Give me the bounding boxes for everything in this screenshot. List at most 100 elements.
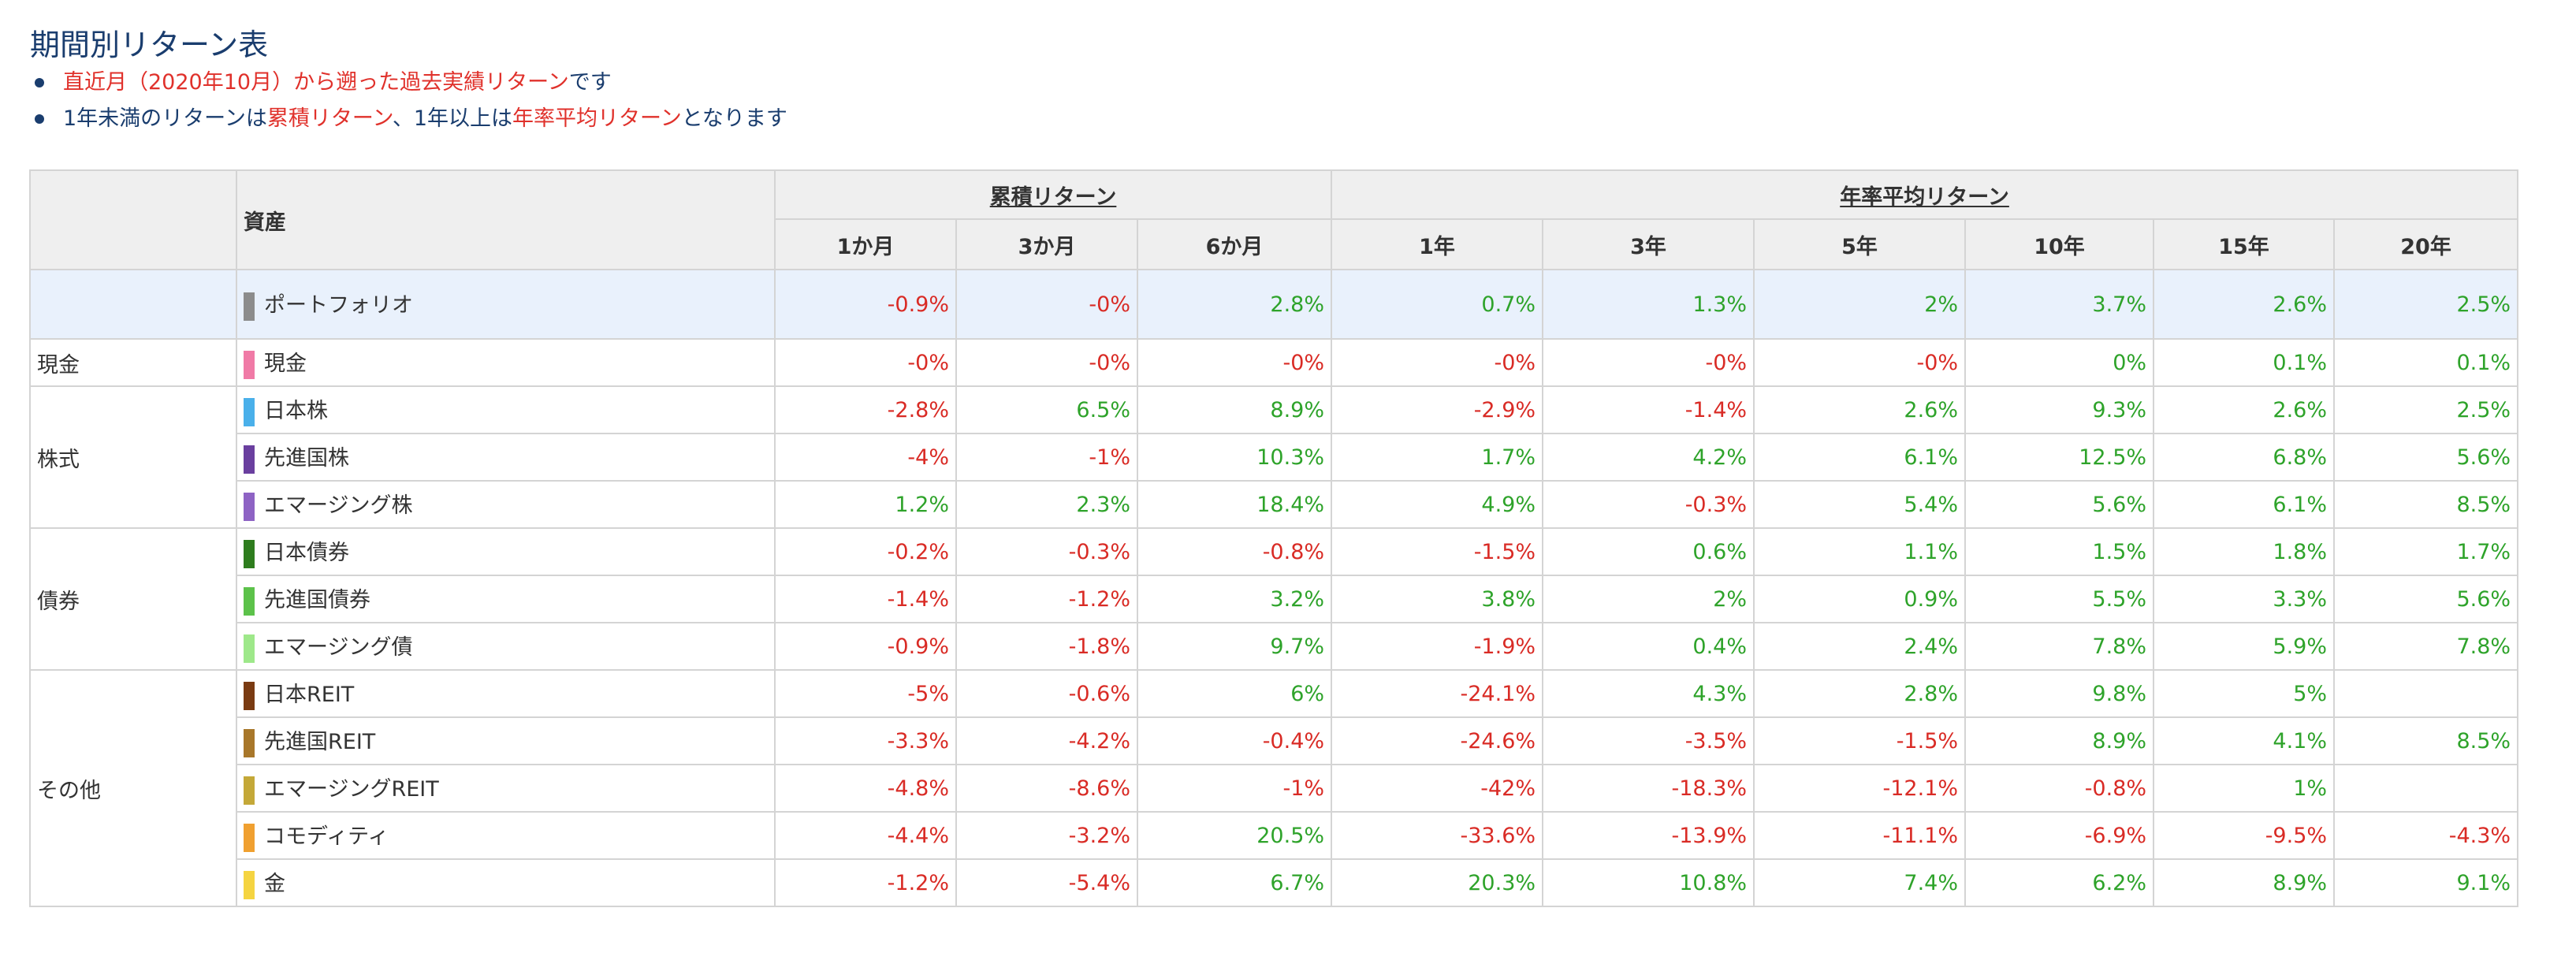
return-value: 3.8% — [1331, 575, 1544, 623]
return-value: -0.4% — [1136, 716, 1333, 765]
return-value: -1% — [1136, 764, 1333, 813]
table-row: コモディティ -4.4% -3.2% 20.5% -33.6% -13.9% -11.1% -… — [30, 811, 2519, 860]
return-value: -1.8% — [955, 622, 1138, 671]
group-header: 累積リターン — [773, 169, 1333, 220]
notes-list: 直近月（2020年10月）から遡った過去実績リターンです 1年未満のリターンは累積… — [30, 65, 787, 137]
return-value: 3.3% — [2153, 575, 2336, 623]
asset-name: 日本債券 — [264, 541, 349, 566]
color-swatch-icon — [244, 823, 255, 852]
color-swatch-icon — [244, 492, 255, 521]
note-item: 直近月（2020年10月）から遡った過去実績リターンです — [30, 65, 787, 101]
color-swatch-icon — [244, 728, 255, 757]
return-value: -0% — [1136, 338, 1333, 387]
period-header: 3年 — [1542, 218, 1755, 270]
return-value: 4.1% — [2153, 716, 2336, 765]
return-value: 3.2% — [1136, 575, 1333, 623]
return-value: 9.1% — [2333, 858, 2519, 907]
return-value: 1.7% — [1331, 433, 1544, 482]
return-value: 5.4% — [1753, 480, 1967, 529]
return-value: -5% — [774, 669, 957, 718]
asset-name-cell: 日本REIT — [236, 669, 776, 718]
return-value: 1.5% — [1964, 527, 2155, 576]
asset-name: ポートフォリオ — [264, 293, 413, 318]
return-value: 7.8% — [2333, 622, 2519, 671]
return-value: -0.6% — [955, 669, 1138, 718]
return-value: 0.4% — [1542, 622, 1755, 671]
color-swatch-icon — [244, 292, 255, 321]
return-value: -1.5% — [1331, 527, 1544, 576]
asset-name: 先進国REIT — [264, 730, 376, 755]
return-value: 4.3% — [1542, 669, 1755, 718]
note-text: です — [568, 70, 612, 95]
return-value: -0% — [1753, 338, 1967, 387]
return-value: 2.5% — [2333, 385, 2519, 434]
group-header: 年率平均リターン — [1331, 169, 2519, 220]
return-value: 1.2% — [774, 480, 957, 529]
return-value: -0.3% — [1542, 480, 1755, 529]
return-value: 0% — [1964, 338, 2155, 387]
color-swatch-icon — [244, 776, 255, 805]
category-cell: 現金 — [29, 338, 237, 387]
note-text: 直近月（2020年10月）から遡った過去実績リターン — [63, 70, 569, 95]
return-table: 資産 累積リターン 年率平均リターン 1か月 3か月 6か月 1年 3年 5年 10年 15年 2… — [29, 169, 2519, 907]
return-value: -4.4% — [774, 811, 957, 860]
table-period-header-row: 1か月 3か月 6か月 1年 3年 5年 10年 15年 20年 — [30, 218, 2519, 270]
asset-name-cell: エマージングREIT — [236, 764, 776, 813]
period-header: 5年 — [1753, 218, 1967, 270]
return-value: 0.1% — [2153, 338, 2336, 387]
asset-name-cell: 先進国債券 — [236, 575, 776, 623]
return-value: -24.1% — [1331, 669, 1544, 718]
return-value: 5% — [2153, 669, 2336, 718]
asset-name-cell: 先進国REIT — [236, 716, 776, 765]
table-row: 債券 日本債券 -0.2% -0.3% -0.8% -1.5% 0.6% 1.1% 1.5% 1.… — [29, 527, 2519, 671]
return-value: -1.4% — [774, 575, 957, 623]
return-value: 7.8% — [1964, 622, 2155, 671]
return-value: 20.3% — [1331, 858, 1544, 907]
return-value: 6.7% — [1136, 858, 1333, 907]
color-swatch-icon — [244, 634, 255, 663]
return-value: -0% — [955, 338, 1138, 387]
return-value: -1.5% — [1753, 716, 1967, 765]
return-value: -5.4% — [955, 858, 1138, 907]
return-value: -0.3% — [955, 527, 1138, 576]
return-value: -6.9% — [1964, 811, 2155, 860]
table-row: 株式 日本株 -2.8% 6.5% 8.9% -2.9% -1.4% 2.6% 9.3% 2.6%… — [29, 385, 2519, 529]
return-value: -0% — [774, 338, 957, 387]
return-value: -1.2% — [774, 858, 957, 907]
return-value: 1% — [2153, 764, 2336, 813]
period-header: 1か月 — [774, 218, 957, 270]
color-swatch-icon — [244, 870, 255, 899]
return-value: -2.9% — [1331, 385, 1544, 434]
return-value: -8.6% — [955, 764, 1138, 813]
asset-name: コモディティ — [264, 824, 389, 850]
return-value: 0.1% — [2333, 338, 2519, 387]
return-value — [2333, 669, 2519, 718]
note-text: 年率平均リターン — [512, 106, 682, 131]
return-value: -1.2% — [955, 575, 1138, 623]
return-value: 2.8% — [1136, 269, 1333, 340]
portfolio-row: ポートフォリオ -0.9% -0% 2.8% 0.7% 1.3% 2% 3.7% 2.6% 2.5… — [29, 269, 2519, 340]
return-value: 6.5% — [955, 385, 1138, 434]
return-value: 2.4% — [1753, 622, 1967, 671]
page-title: 期間別リターン表 — [30, 28, 269, 63]
asset-name: エマージング債 — [264, 635, 413, 660]
note-text: 、1年以上は — [392, 106, 513, 131]
return-value: -0.8% — [1964, 764, 2155, 813]
return-value: -0% — [1542, 338, 1755, 387]
return-value: 4.2% — [1542, 433, 1755, 482]
asset-header: 資産 — [236, 169, 776, 270]
note-text: 1年未満のリターンは — [63, 106, 267, 131]
return-value: 6.2% — [1964, 858, 2155, 907]
asset-name-cell: ポートフォリオ — [236, 269, 776, 340]
table-row: エマージング株 1.2% 2.3% 18.4% 4.9% -0.3% 5.4% 5.6% 6.1… — [30, 480, 2519, 529]
asset-name: 先進国債券 — [264, 588, 370, 613]
table-row: エマージングREIT -4.8% -8.6% -1% -42% -18.3% -12.1% -… — [30, 764, 2519, 813]
color-swatch-icon — [244, 539, 255, 568]
return-value: 18.4% — [1136, 480, 1333, 529]
period-header: 3か月 — [955, 218, 1138, 270]
return-value: 5.6% — [2333, 575, 2519, 623]
return-value: 7.4% — [1753, 858, 1967, 907]
bullet-icon — [35, 78, 44, 87]
return-value: 2.3% — [955, 480, 1138, 529]
